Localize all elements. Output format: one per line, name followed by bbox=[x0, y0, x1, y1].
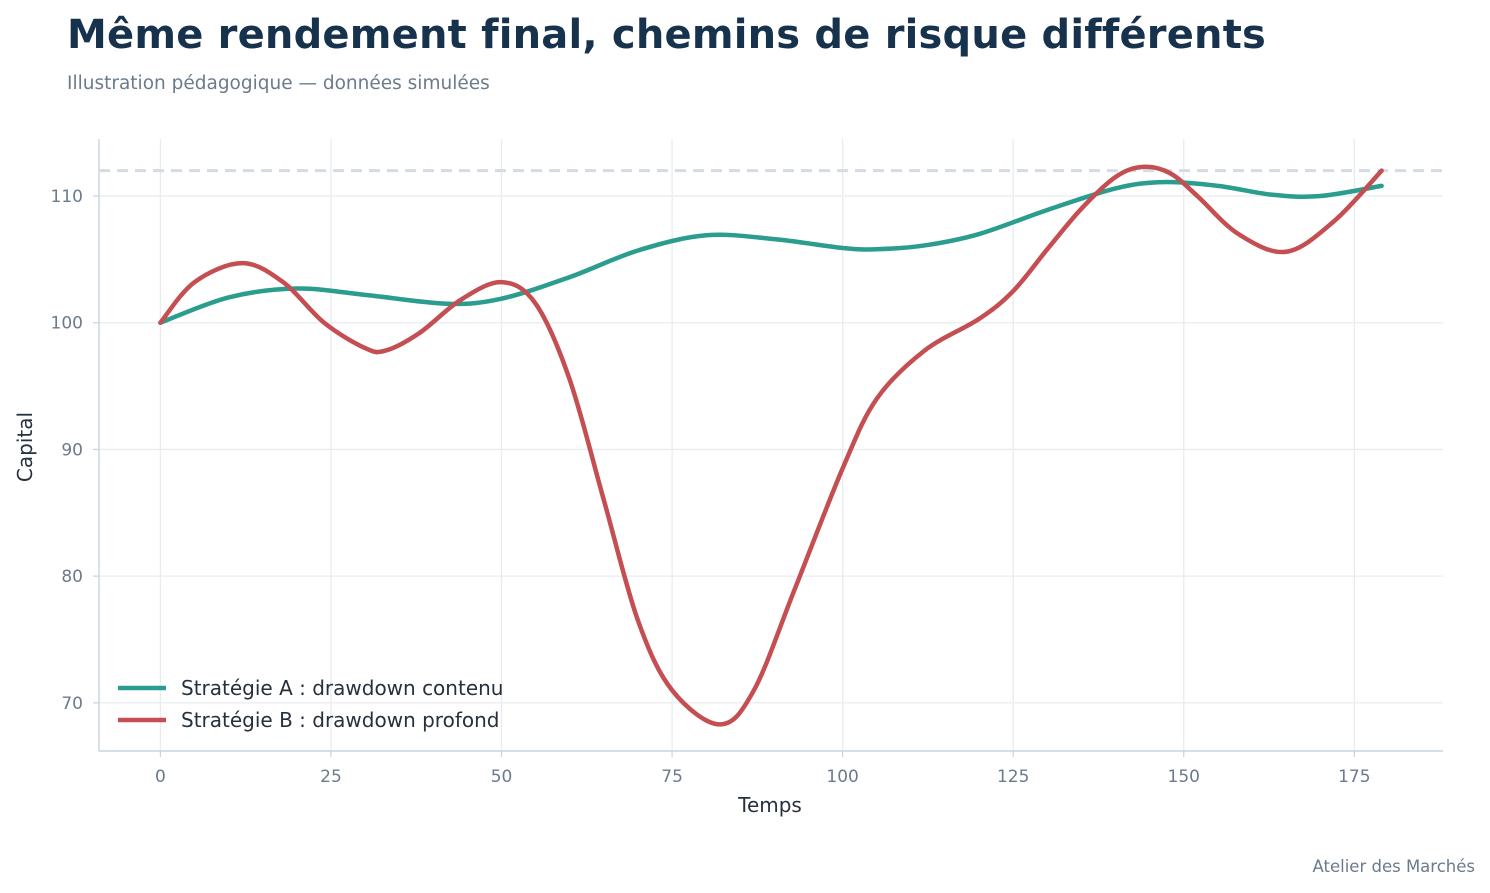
y-tick-label: 70 bbox=[61, 694, 83, 714]
x-tick-label: 50 bbox=[491, 767, 513, 787]
x-tick-label: 175 bbox=[1338, 767, 1370, 787]
x-tick-label: 25 bbox=[320, 767, 342, 787]
grid-layer bbox=[99, 139, 1443, 751]
y-tick-label: 100 bbox=[51, 314, 83, 334]
chart-subtitle: Illustration pédagogique — données simul… bbox=[67, 73, 490, 94]
axis-layer bbox=[93, 139, 1443, 757]
y-tick-label: 90 bbox=[61, 440, 83, 460]
chart-title: Même rendement final, chemins de risque … bbox=[67, 12, 1267, 58]
series-line-strategie-b bbox=[158, 164, 1384, 727]
legend-label-a: Stratégie A : drawdown contenu bbox=[181, 676, 503, 700]
y-tick-label: 110 bbox=[51, 187, 83, 207]
y-axis-label: Capital bbox=[13, 412, 37, 482]
y-tick-label: 80 bbox=[61, 567, 83, 587]
source-credit: Atelier des Marchés bbox=[1312, 857, 1475, 876]
x-tick-label: 75 bbox=[661, 767, 683, 787]
x-axis-label: Temps bbox=[737, 793, 802, 817]
legend: Stratégie A : drawdown contenu Stratégie… bbox=[118, 676, 503, 732]
x-tick-label: 125 bbox=[997, 767, 1029, 787]
series-layer bbox=[158, 164, 1384, 727]
x-tick-label: 150 bbox=[1168, 767, 1200, 787]
x-tick-label: 100 bbox=[826, 767, 858, 787]
legend-label-b: Stratégie B : drawdown profond bbox=[181, 708, 499, 732]
series-line-strategie-a bbox=[158, 179, 1384, 325]
x-tick-label: 0 bbox=[155, 767, 166, 787]
tick-labels: 0 25 50 75 100 125 150 175 70 80 90 100 110 bbox=[51, 187, 1371, 787]
